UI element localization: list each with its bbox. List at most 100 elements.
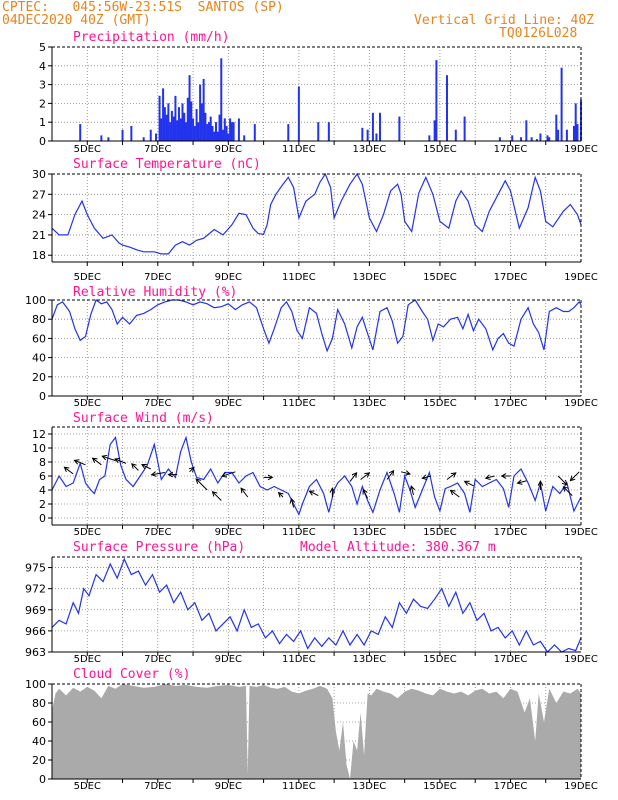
wind-vector-head [329,487,336,493]
x-tick-label: 17DEC [494,654,528,665]
cloud-cover-area [52,684,581,779]
wind-vector-head [569,475,576,482]
precip-bar [576,124,579,141]
wind-vector [362,489,369,499]
precip-bar [428,135,431,141]
x-tick-label: 19DEC [564,527,598,538]
y-tick-label: 2 [39,498,46,511]
precip-bar [371,112,374,141]
wind-vector-head [562,486,569,492]
precip-bar [463,116,466,141]
precip-bar [243,135,246,141]
x-tick-label: 7DEC [144,272,171,283]
chart-title: Surface Pressure (hPa) [73,540,245,555]
x-tick-label: 13DEC [353,272,387,283]
precip-bar [160,118,163,141]
precip-bar [199,84,202,141]
wind-vector [450,489,460,498]
x-tick-label: 17DEC [494,272,528,283]
precip-bar [130,125,133,141]
x-tick-label: 17DEC [494,781,528,792]
precip-bar [530,137,533,141]
x-tick-label: 19DEC [564,654,598,665]
y-tick-label: 969 [25,604,46,617]
x-tick-label: 19DEC [564,398,598,409]
y-tick-label: 20 [32,371,46,384]
precip-bar [165,114,168,141]
wind-vector-head [150,471,157,477]
wind-vector [485,475,495,479]
precip-bar [223,118,226,141]
precip-bar [183,112,186,141]
y-tick-label: 100 [25,678,46,691]
wind-vector [222,471,236,477]
x-tick-label: 5DEC [74,272,101,283]
chart-annotation: Model Altitude: 380.367 m [300,540,496,555]
wind-vector-head [421,474,428,480]
y-tick-label: 8 [39,456,46,469]
precip-bar [181,103,184,141]
precip-bar [539,133,542,141]
wind-vector-head [484,474,491,480]
precip-bar [297,86,300,141]
precip-bar [511,135,514,141]
x-tick-label: 15DEC [423,144,457,155]
precip-bar [177,107,180,141]
precip-bar [204,112,207,141]
wind-vector-head [73,459,80,465]
y-tick-label: 0 [39,512,46,525]
x-tick-label: 11DEC [282,527,316,538]
precip-bar [218,114,221,141]
wind-vector [151,472,165,476]
wind-vector [464,480,474,487]
x-tick-label: 13DEC [353,781,387,792]
precip-bar [525,120,528,141]
x-tick-label: 7DEC [144,398,171,409]
wind-vector-head [131,463,137,469]
precip-bar [546,135,549,141]
x-tick-label: 15DEC [423,654,457,665]
x-tick-label: 11DEC [282,654,316,665]
precip-bar [158,95,161,141]
wind-vector [131,463,139,471]
precip-bar [206,124,209,141]
chart-title: Precipitation (mm/h) [73,30,230,45]
chart-title: Surface Temperature (nC) [73,157,261,172]
wind-vector-head [449,489,456,496]
y-tick-label: 0 [39,773,46,786]
chart-title: Cloud Cover (%) [73,667,190,682]
wind-vector-head [277,491,284,498]
precip-bar [317,122,320,141]
wind-vector-head [240,487,246,494]
wind-vector-head [561,479,568,486]
precip-bar [149,129,152,141]
precip-bar [100,135,103,141]
precip-bar [162,88,165,141]
x-tick-label: 13DEC [353,144,387,155]
precip-bar [445,75,448,141]
x-tick-label: 19DEC [564,781,598,792]
precip-bar [227,133,230,141]
x-tick-label: 11DEC [282,398,316,409]
precip-bar [186,97,189,141]
precip-bar [229,118,232,141]
y-tick-label: 10 [32,442,46,455]
x-tick-label: 7DEC [144,144,171,155]
y-tick-label: 2 [39,97,46,110]
header-station: CPTEC: 045:56W-23:51S SANTOS (SP) [2,0,284,15]
precip-bar [498,137,501,141]
precip-bar [195,109,198,141]
wind-vector-head [289,497,296,504]
wind-vector [422,475,432,479]
wind-vector-head [167,471,174,478]
wind-vector-head [537,480,544,486]
y-tick-label: 12 [32,428,46,441]
precip-bar [155,133,158,141]
wind-vector-head [101,454,108,461]
header-run: 04DEC2020 40Z (GMT) [2,13,151,28]
wind-vector-head [114,457,121,464]
x-tick-label: 9DEC [215,527,242,538]
precip-bar [555,114,558,141]
y-tick-label: 18 [32,249,46,262]
